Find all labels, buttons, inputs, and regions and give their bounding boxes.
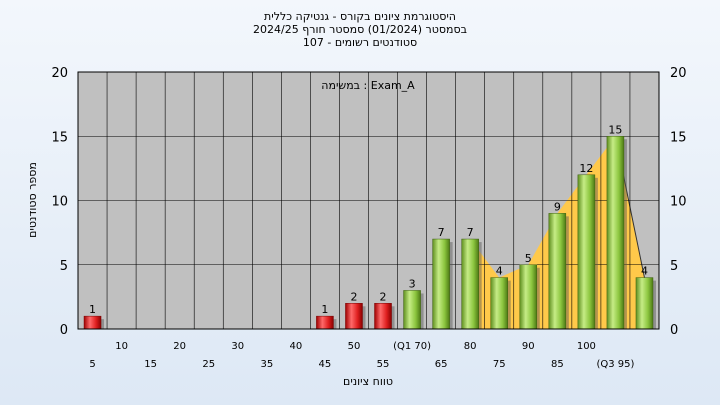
y-tick-label-left: 5 bbox=[60, 259, 68, 274]
data-label-80: 5 bbox=[525, 252, 532, 265]
x-tick-label-lower: 25 bbox=[202, 359, 215, 370]
bar-75 bbox=[490, 277, 508, 330]
y-tick-label-right: 15 bbox=[670, 130, 687, 145]
y-tick-label-left: 20 bbox=[51, 66, 68, 81]
x-tick-label-lower: 45 bbox=[319, 359, 332, 370]
plot-border bbox=[77, 71, 660, 330]
x-tick-label-lower: 75 bbox=[493, 359, 506, 370]
legend-text: במשימה : Exam_A bbox=[321, 79, 415, 92]
x-tick-label-upper: 20 bbox=[173, 341, 186, 352]
data-label-5: 1 bbox=[89, 303, 96, 316]
x-tick-label-upper: 100 bbox=[577, 341, 596, 352]
bar-85 bbox=[548, 213, 567, 330]
x-tick-label-upper: (Q1 70) bbox=[393, 341, 431, 352]
y-tick-label-left: 15 bbox=[51, 130, 68, 145]
x-tick-label-lower: 5 bbox=[89, 359, 95, 370]
x-tick-label-upper: 10 bbox=[115, 341, 128, 352]
y-tick-label-right: 20 bbox=[670, 66, 687, 81]
data-label-95: 15 bbox=[608, 123, 622, 136]
y-tick-label-right: 0 bbox=[670, 323, 678, 338]
y-tick-label-right: 5 bbox=[670, 259, 678, 274]
x-axis-title: טווח ציונים bbox=[343, 375, 393, 388]
x-tick-label-upper: 50 bbox=[348, 341, 361, 352]
y-tick-label-left: 0 bbox=[60, 323, 68, 338]
chart-title-line-3: סטודנטים רשומים - 107 bbox=[302, 36, 418, 49]
x-tick-label-upper: 90 bbox=[522, 341, 535, 352]
x-tick-label-lower: 55 bbox=[377, 359, 390, 370]
bar-60 bbox=[403, 290, 421, 330]
x-tick-label-lower: (Q3 95) bbox=[596, 359, 634, 370]
y-tick-label-right: 10 bbox=[670, 195, 687, 210]
data-label-55: 2 bbox=[380, 290, 387, 303]
y-axis-title: מספר סטודנטים bbox=[26, 162, 39, 238]
bar-5 bbox=[83, 315, 102, 330]
bar-45 bbox=[316, 315, 334, 330]
bar-100 bbox=[635, 277, 654, 330]
bar-55 bbox=[374, 303, 392, 330]
bar-50 bbox=[345, 303, 363, 330]
x-tick-label-lower: 85 bbox=[551, 359, 564, 370]
data-label-70: 7 bbox=[467, 226, 474, 239]
x-tick-label-lower: 15 bbox=[144, 359, 157, 370]
bar-80 bbox=[519, 264, 538, 330]
data-label-65: 7 bbox=[438, 226, 445, 239]
y-tick-label-left: 10 bbox=[51, 195, 68, 210]
data-label-50: 2 bbox=[350, 290, 357, 303]
bar-70 bbox=[461, 238, 479, 330]
data-label-45: 1 bbox=[321, 303, 328, 316]
data-label-90: 12 bbox=[579, 162, 593, 175]
chart-title-line-1: היסטוגרמת ציונים בקורס - גנטיקה כללית bbox=[264, 10, 456, 23]
data-label-100: 4 bbox=[641, 265, 648, 278]
chart-title-line-2: בסמסטר (01/2024) סמסטר חורף 2024/25 bbox=[253, 23, 467, 36]
x-tick-label-lower: 65 bbox=[435, 359, 448, 370]
x-tick-label-upper: 30 bbox=[231, 341, 244, 352]
data-label-85: 9 bbox=[554, 200, 561, 213]
bar-90 bbox=[577, 174, 596, 330]
x-tick-label-lower: 35 bbox=[260, 359, 273, 370]
bar-95 bbox=[606, 136, 625, 330]
data-label-60: 3 bbox=[409, 277, 416, 290]
bar-65 bbox=[432, 238, 450, 330]
x-tick-label-upper: 80 bbox=[464, 341, 477, 352]
x-tick-label-upper: 40 bbox=[290, 341, 303, 352]
data-label-75: 4 bbox=[496, 265, 503, 278]
